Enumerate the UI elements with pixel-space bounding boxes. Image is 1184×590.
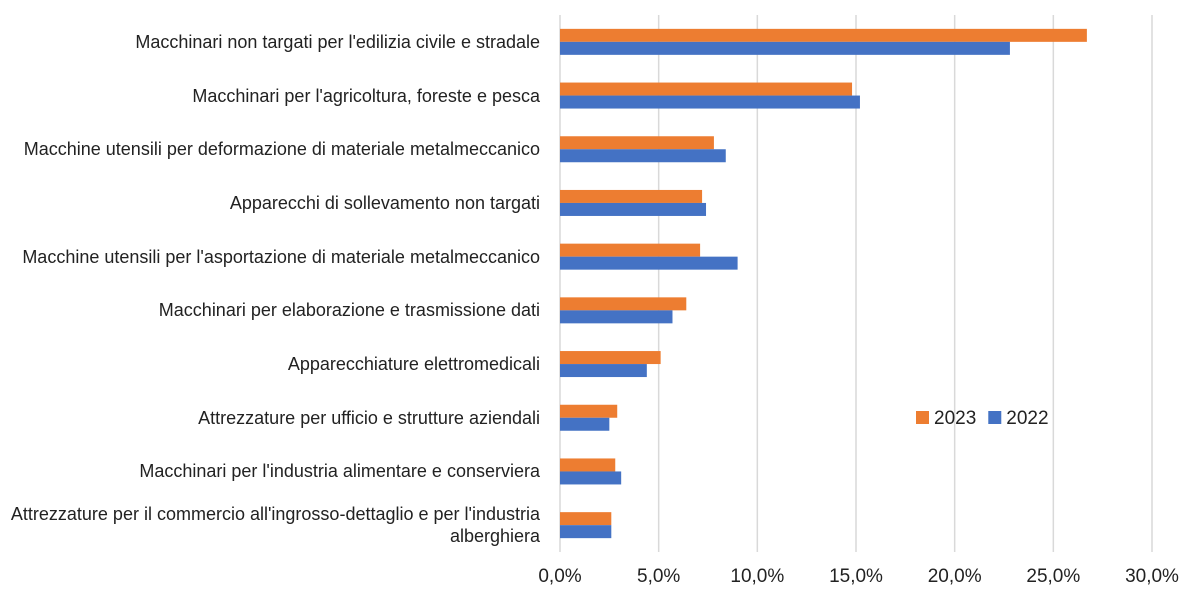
x-tick-label: 0,0% bbox=[538, 566, 581, 587]
bar bbox=[560, 297, 687, 311]
y-tick-label: Apparecchi di sollevamento non targati bbox=[229, 192, 540, 213]
bar bbox=[560, 95, 860, 109]
bar bbox=[560, 404, 618, 418]
bar bbox=[560, 41, 1010, 55]
bar bbox=[560, 471, 622, 485]
bar bbox=[560, 351, 661, 365]
bar bbox=[560, 417, 610, 431]
x-tick-label: 15,0% bbox=[829, 566, 883, 587]
bar bbox=[560, 525, 612, 539]
bar bbox=[560, 189, 703, 203]
y-tick-label: Macchine utensili per l'asportazione di … bbox=[22, 246, 540, 267]
bar bbox=[560, 202, 707, 216]
y-tick-label: Macchinari per elaborazione e trasmissio… bbox=[158, 300, 540, 321]
x-tick-label: 30,0% bbox=[1125, 566, 1179, 587]
y-tick-label: Macchine utensili per deformazione di ma… bbox=[23, 139, 540, 160]
x-tick-label: 20,0% bbox=[928, 566, 982, 587]
bar bbox=[560, 310, 673, 324]
bar bbox=[560, 82, 853, 96]
legend-label: 2023 bbox=[934, 408, 976, 429]
legend-swatch bbox=[916, 411, 929, 424]
x-tick-label: 10,0% bbox=[730, 566, 784, 587]
bar bbox=[560, 458, 616, 472]
y-tick-label: Macchinari per l'agricoltura, foreste e … bbox=[192, 85, 540, 106]
x-tick-label: 25,0% bbox=[1026, 566, 1080, 587]
bar bbox=[560, 149, 726, 163]
bar bbox=[560, 243, 701, 257]
y-tick-label: Attrezzature per ufficio e strutture azi… bbox=[198, 407, 540, 428]
bar bbox=[560, 256, 738, 270]
bar bbox=[560, 364, 647, 378]
bar bbox=[560, 512, 612, 526]
x-tick-label: 5,0% bbox=[637, 566, 680, 587]
legend-swatch bbox=[988, 411, 1002, 424]
bar bbox=[560, 28, 1087, 42]
y-tick-label: Macchinari per l'industria alimentare e … bbox=[139, 461, 540, 482]
legend-label: 2022 bbox=[1006, 408, 1048, 429]
y-tick-label: Apparecchiature elettromedicali bbox=[287, 354, 540, 375]
y-tick-label: Attrezzature per il commercio all'ingros… bbox=[10, 504, 540, 547]
bar bbox=[560, 136, 714, 150]
y-tick-label: Macchinari non targati per l'edilizia ci… bbox=[135, 31, 540, 52]
